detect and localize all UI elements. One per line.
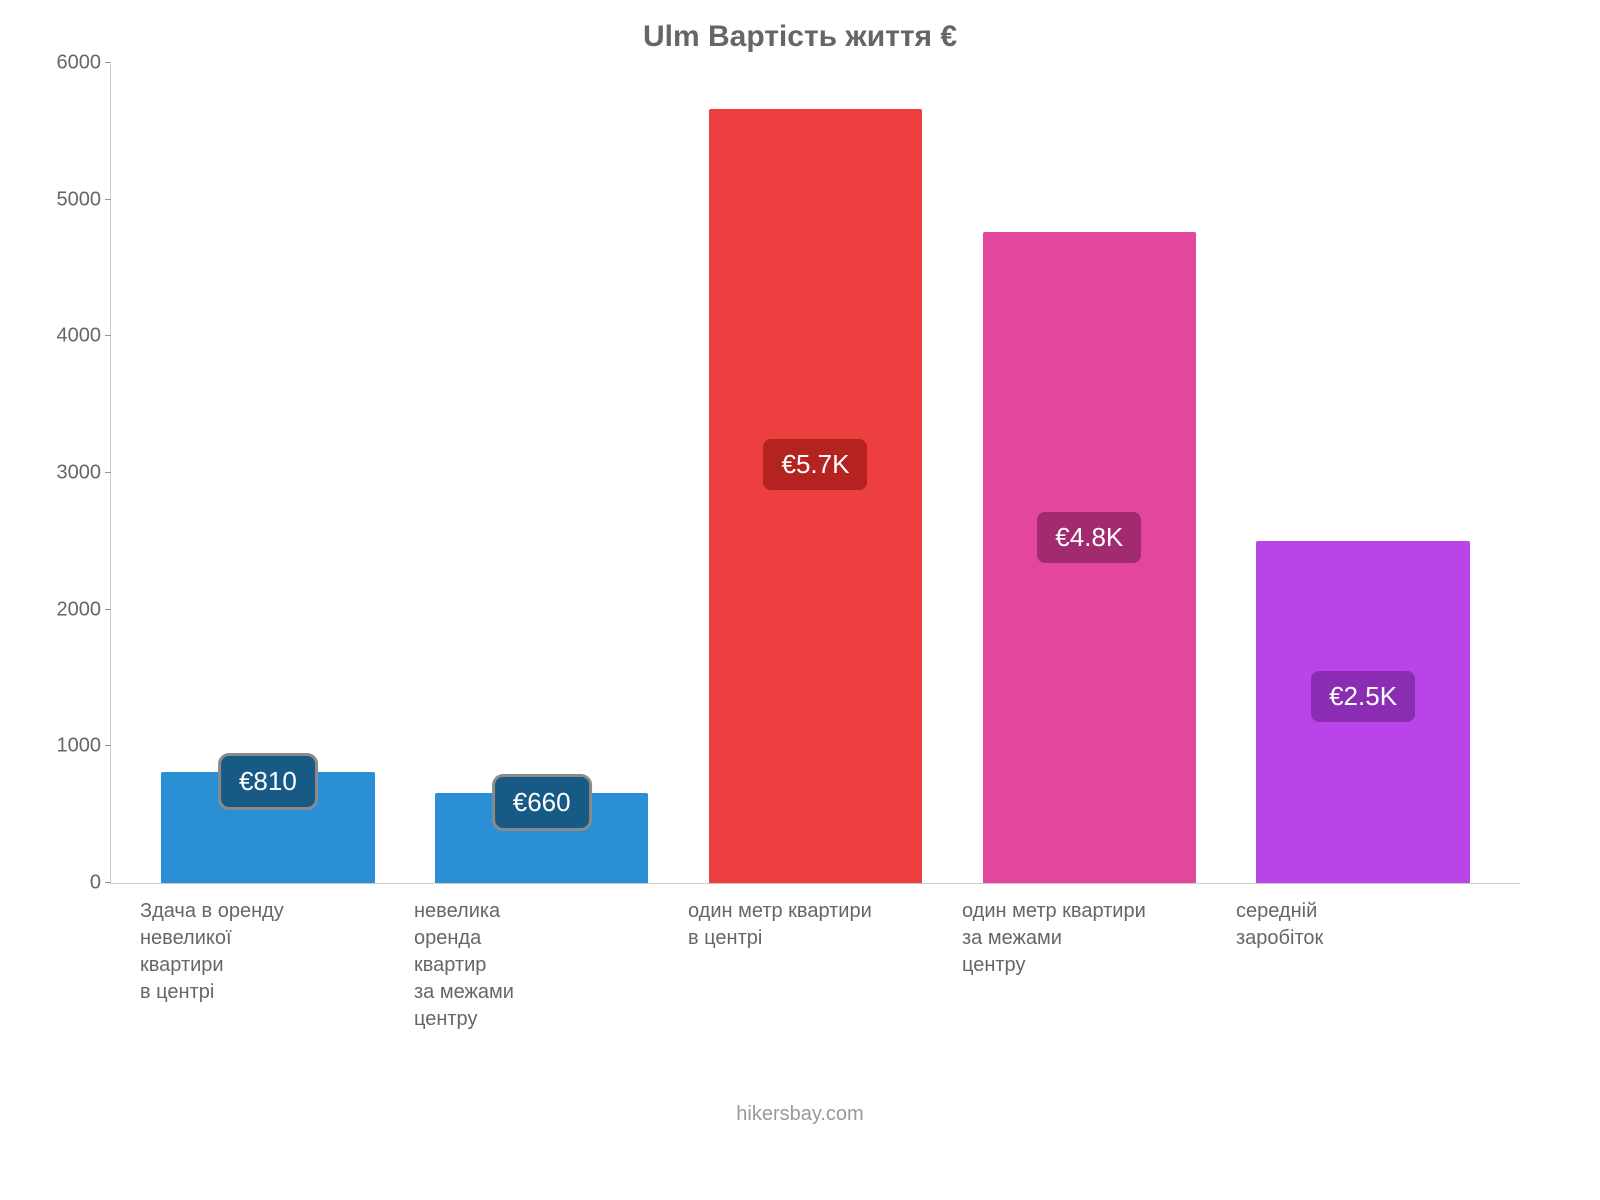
bar: €660 [435, 793, 649, 883]
bar-slot: €2.5K [1226, 64, 1500, 883]
x-category-label: один метр квартири за межами центру [952, 898, 1226, 1033]
chart-footer: hikersbay.com [40, 1103, 1560, 1126]
y-tick-mark [105, 745, 111, 746]
bar-value-label: €810 [221, 756, 315, 807]
bar: €4.8K [983, 232, 1197, 883]
y-tick-mark [105, 609, 111, 610]
bar-value-label: €660 [495, 777, 589, 828]
bar-slot: €810 [131, 64, 405, 883]
y-tick-label: 0 [41, 872, 101, 895]
y-tick-label: 3000 [41, 462, 101, 485]
y-tick-label: 2000 [41, 598, 101, 621]
bar: €810 [161, 772, 375, 883]
x-category-label: середній заробіток [1226, 898, 1500, 1033]
bars-container: €810 €660 €5.7K €4.8K €2.5K [111, 64, 1520, 883]
y-tick-mark [105, 199, 111, 200]
cost-of-living-chart: Ulm Вартість життя € €810€660€5.7K€4.8K€… [0, 0, 1600, 1200]
y-tick-label: 5000 [41, 188, 101, 211]
y-tick-mark [105, 882, 111, 883]
bar-slot: €660 [405, 64, 679, 883]
bar-slot: €4.8K [952, 64, 1226, 883]
y-tick-mark [105, 62, 111, 63]
y-tick-label: 1000 [41, 735, 101, 758]
y-tick-label: 6000 [41, 52, 101, 75]
chart-title: Ulm Вартість життя € [40, 20, 1560, 54]
bar: €2.5K [1256, 541, 1470, 883]
x-category-label: один метр квартири в центрі [678, 898, 952, 1033]
bar-value-label: €5.7K [764, 439, 868, 490]
bar-value-label: €4.8K [1037, 512, 1141, 563]
x-category-label: невелика оренда квартир за межами центру [404, 898, 678, 1033]
y-tick-mark [105, 335, 111, 336]
x-category-label: Здача в оренду невеликої квартири в цент… [130, 898, 404, 1033]
x-axis-labels: Здача в оренду невеликої квартири в цент… [110, 884, 1520, 1033]
bar: €5.7K [709, 109, 923, 883]
bar-value-label: €2.5K [1311, 671, 1415, 722]
plot-area: €810€660€5.7K€4.8K€2.5K 0100020003000400… [110, 64, 1520, 884]
y-tick-mark [105, 472, 111, 473]
y-tick-label: 4000 [41, 325, 101, 348]
bar-slot: €5.7K [679, 64, 953, 883]
